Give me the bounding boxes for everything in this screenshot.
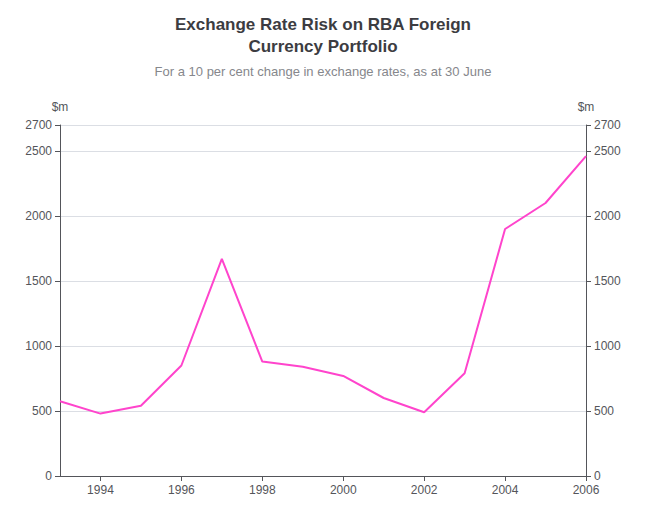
svg-text:0: 0 (45, 469, 52, 483)
svg-text:1000: 1000 (594, 339, 621, 353)
svg-text:1500: 1500 (594, 274, 621, 288)
svg-text:1996: 1996 (168, 483, 195, 497)
svg-text:0: 0 (594, 469, 601, 483)
svg-text:2000: 2000 (594, 209, 621, 223)
svg-text:2700: 2700 (25, 118, 52, 132)
svg-text:2004: 2004 (492, 483, 519, 497)
svg-text:500: 500 (32, 404, 52, 418)
svg-text:2000: 2000 (330, 483, 357, 497)
svg-text:Currency Portfolio: Currency Portfolio (248, 37, 397, 56)
svg-text:2006: 2006 (573, 483, 600, 497)
svg-text:Exchange Rate Risk on RBA Fore: Exchange Rate Risk on RBA Foreign (175, 15, 471, 34)
svg-text:2002: 2002 (411, 483, 438, 497)
svg-text:1000: 1000 (25, 339, 52, 353)
svg-text:2500: 2500 (25, 144, 52, 158)
svg-text:1500: 1500 (25, 274, 52, 288)
svg-text:2700: 2700 (594, 118, 621, 132)
svg-text:2000: 2000 (25, 209, 52, 223)
svg-text:For a 10 per cent change in ex: For a 10 per cent change in exchange rat… (155, 64, 492, 79)
svg-text:1994: 1994 (87, 483, 114, 497)
svg-text:$m: $m (52, 100, 69, 114)
svg-text:1998: 1998 (249, 483, 276, 497)
svg-text:500: 500 (594, 404, 614, 418)
svg-text:2500: 2500 (594, 144, 621, 158)
svg-text:$m: $m (578, 100, 595, 114)
